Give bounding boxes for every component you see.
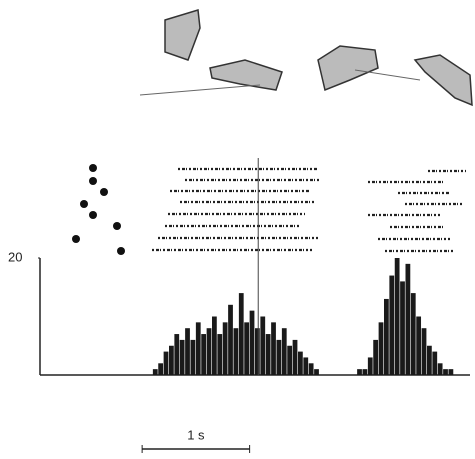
bar	[432, 351, 438, 375]
table-line	[139, 84, 261, 96]
bar	[174, 334, 180, 375]
bar	[217, 334, 223, 375]
dot	[89, 211, 97, 219]
bar	[394, 258, 400, 375]
bar	[367, 357, 373, 375]
trial-dots	[72, 164, 125, 255]
hand-drawing	[209, 59, 283, 91]
scale-bar-label: 1 s	[187, 427, 205, 442]
bar	[212, 316, 217, 375]
dot	[89, 164, 97, 172]
bar	[163, 351, 169, 375]
bar	[287, 345, 293, 375]
bar	[373, 339, 379, 375]
y-tick-label: 20	[8, 249, 22, 264]
bar	[362, 369, 368, 375]
bar	[384, 298, 389, 375]
bar	[314, 369, 319, 375]
bar	[260, 316, 266, 375]
bar	[152, 369, 158, 375]
bar	[405, 263, 411, 375]
bar	[308, 363, 314, 375]
drawings	[139, 9, 473, 107]
raster	[152, 167, 466, 253]
dot	[113, 222, 121, 230]
bar	[244, 322, 250, 375]
bar	[169, 345, 174, 375]
hand-drawing	[413, 54, 473, 107]
bar	[238, 293, 244, 375]
bar	[233, 328, 239, 375]
bar	[427, 345, 432, 375]
bar	[185, 328, 190, 375]
bar	[249, 310, 255, 375]
bar	[195, 322, 201, 375]
bar	[298, 351, 303, 375]
dot	[72, 235, 80, 243]
bar	[255, 328, 260, 375]
bar	[179, 339, 185, 375]
bar	[421, 328, 427, 375]
bar	[416, 316, 422, 375]
bar	[276, 339, 282, 375]
bar	[271, 322, 276, 375]
bar	[201, 334, 207, 375]
bar	[400, 281, 405, 375]
bar	[303, 357, 309, 375]
dot	[80, 200, 88, 208]
bar	[265, 334, 271, 375]
bar	[378, 322, 384, 375]
bar	[222, 322, 228, 375]
bar	[448, 369, 454, 375]
bar	[206, 328, 212, 375]
bar	[228, 304, 233, 375]
bar	[410, 293, 416, 375]
bar	[357, 369, 362, 375]
bar	[281, 328, 287, 375]
hand-drawing	[317, 45, 379, 92]
bar	[443, 369, 448, 375]
bar	[158, 363, 164, 375]
dot	[117, 247, 125, 255]
bar	[389, 275, 395, 375]
bar	[190, 339, 196, 375]
bar	[292, 339, 298, 375]
object-drawing	[164, 9, 201, 61]
dot	[100, 188, 108, 196]
dot	[89, 177, 97, 185]
tool-line	[354, 69, 421, 81]
bar	[437, 363, 443, 375]
